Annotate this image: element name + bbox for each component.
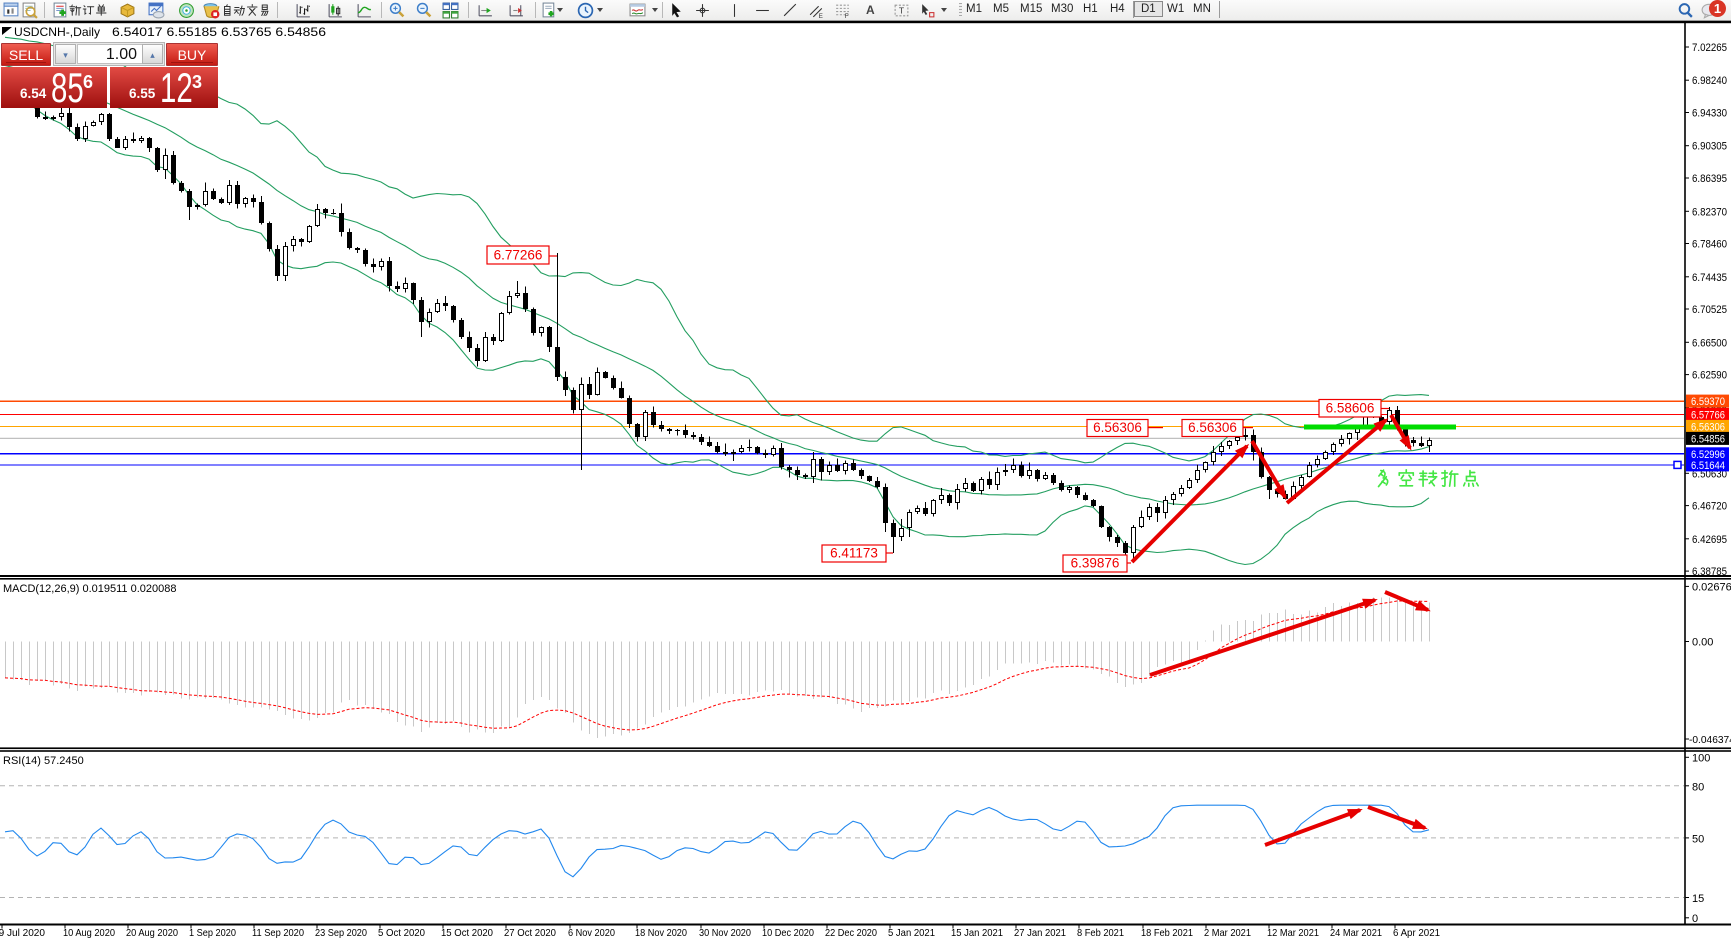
svg-text:15 Oct 2020: 15 Oct 2020 <box>441 928 493 939</box>
svg-text:6.54856: 6.54856 <box>1691 433 1725 445</box>
svg-text:USDCNH-,Daily: USDCNH-,Daily <box>14 25 100 39</box>
svg-text:80: 80 <box>1692 781 1704 793</box>
svg-text:100: 100 <box>1692 752 1710 764</box>
svg-text:6.62590: 6.62590 <box>1692 370 1727 382</box>
svg-text:6.41173: 6.41173 <box>830 546 878 561</box>
svg-text:5 Oct 2020: 5 Oct 2020 <box>378 928 425 939</box>
svg-text:5 Jan 2021: 5 Jan 2021 <box>888 928 935 939</box>
svg-text:6.56306: 6.56306 <box>1691 421 1725 433</box>
svg-text:6.51644: 6.51644 <box>1691 460 1725 472</box>
svg-text:12 Mar 2021: 12 Mar 2021 <box>1267 928 1319 939</box>
svg-text:6 Nov 2020: 6 Nov 2020 <box>568 928 615 939</box>
svg-text:6.46720: 6.46720 <box>1692 501 1727 513</box>
svg-text:6.52996: 6.52996 <box>1691 449 1725 461</box>
svg-text:6.77266: 6.77266 <box>494 248 543 263</box>
svg-text:6.56306: 6.56306 <box>1188 420 1237 435</box>
svg-text:6.58606: 6.58606 <box>1326 401 1375 416</box>
svg-text:18 Feb 2021: 18 Feb 2021 <box>1141 928 1193 939</box>
svg-text:10 Aug 2020: 10 Aug 2020 <box>63 928 115 939</box>
svg-text:-0.046374: -0.046374 <box>1689 735 1731 746</box>
svg-text:T: T <box>899 6 904 16</box>
svg-text:6.74435: 6.74435 <box>1692 272 1727 284</box>
svg-text:6.42695: 6.42695 <box>1692 534 1727 546</box>
svg-text:15 Jan 2021: 15 Jan 2021 <box>951 928 1003 939</box>
svg-text:23 Sep 2020: 23 Sep 2020 <box>315 928 367 939</box>
svg-text:1 Sep 2020: 1 Sep 2020 <box>189 928 236 939</box>
svg-text:20 Aug 2020: 20 Aug 2020 <box>126 928 178 939</box>
svg-text:7.02265: 7.02265 <box>1692 42 1727 54</box>
svg-text:10 Dec 2020: 10 Dec 2020 <box>762 928 814 939</box>
svg-text:6.59370: 6.59370 <box>1691 396 1725 408</box>
svg-text:0: 0 <box>1692 913 1698 925</box>
svg-text:6.39876: 6.39876 <box>1071 556 1120 571</box>
svg-text:RSI(14) 57.2450: RSI(14) 57.2450 <box>3 755 84 767</box>
svg-text:6.66500: 6.66500 <box>1692 337 1727 349</box>
svg-text:MACD(12,26,9) 0.019511 0.02008: MACD(12,26,9) 0.019511 0.020088 <box>3 583 176 595</box>
svg-text:6.82370: 6.82370 <box>1692 206 1727 218</box>
svg-text:50: 50 <box>1692 833 1704 845</box>
svg-text:6.56306: 6.56306 <box>1093 420 1142 435</box>
svg-text:11 Sep 2020: 11 Sep 2020 <box>252 928 304 939</box>
svg-text:29 Jul 2020: 29 Jul 2020 <box>0 928 45 939</box>
svg-text:0.02676: 0.02676 <box>1692 581 1731 593</box>
svg-text:6.70525: 6.70525 <box>1692 304 1727 316</box>
svg-text:6.38785: 6.38785 <box>1692 566 1727 578</box>
svg-text:2 Mar 2021: 2 Mar 2021 <box>1204 928 1251 939</box>
svg-text:6.57766: 6.57766 <box>1691 409 1725 421</box>
svg-text:18 Nov 2020: 18 Nov 2020 <box>635 928 687 939</box>
svg-text:6.86395: 6.86395 <box>1692 173 1727 185</box>
svg-text:6.98240: 6.98240 <box>1692 75 1727 87</box>
svg-text:6.78460: 6.78460 <box>1692 239 1727 251</box>
svg-text:6.90305: 6.90305 <box>1692 141 1727 153</box>
svg-text:27 Jan 2021: 27 Jan 2021 <box>1014 928 1066 939</box>
svg-text:22 Dec 2020: 22 Dec 2020 <box>825 928 877 939</box>
svg-text:6.94330: 6.94330 <box>1692 108 1727 120</box>
svg-text:6.54017 6.55185 6.53765 6.5485: 6.54017 6.55185 6.53765 6.54856 <box>112 25 326 39</box>
svg-text:8 Feb 2021: 8 Feb 2021 <box>1077 928 1124 939</box>
svg-text:6 Apr 2021: 6 Apr 2021 <box>1393 928 1440 939</box>
svg-text:F: F <box>845 13 849 19</box>
svg-text:27 Oct 2020: 27 Oct 2020 <box>504 928 556 939</box>
svg-text:E: E <box>819 13 823 19</box>
svg-text:0.00: 0.00 <box>1692 637 1713 649</box>
svg-text:24 Mar 2021: 24 Mar 2021 <box>1330 928 1382 939</box>
svg-text:15: 15 <box>1692 893 1704 905</box>
svg-text:30 Nov 2020: 30 Nov 2020 <box>699 928 751 939</box>
